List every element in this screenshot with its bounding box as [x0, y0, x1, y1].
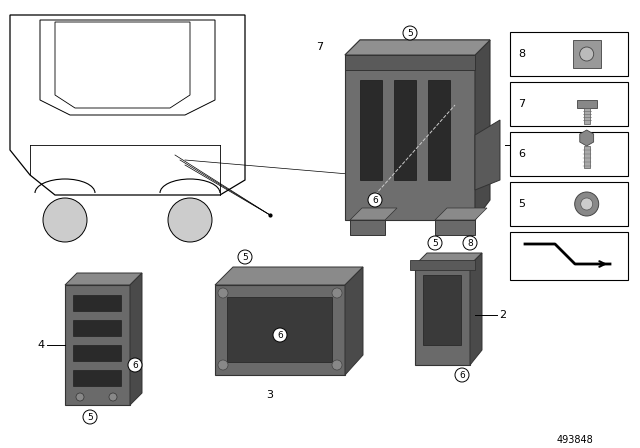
Circle shape: [83, 410, 97, 424]
Text: 5: 5: [518, 199, 525, 209]
Circle shape: [368, 193, 382, 207]
Wedge shape: [43, 198, 87, 242]
Polygon shape: [65, 273, 142, 285]
Polygon shape: [215, 267, 363, 285]
FancyBboxPatch shape: [510, 232, 628, 280]
Text: 6: 6: [372, 195, 378, 204]
Circle shape: [463, 236, 477, 250]
Wedge shape: [168, 198, 212, 242]
Polygon shape: [345, 40, 490, 55]
Polygon shape: [435, 220, 475, 235]
Polygon shape: [470, 253, 482, 365]
Circle shape: [76, 393, 84, 401]
Text: 8: 8: [518, 49, 525, 59]
Circle shape: [580, 198, 593, 210]
Circle shape: [218, 288, 228, 298]
Circle shape: [455, 368, 469, 382]
Text: 2: 2: [499, 310, 506, 320]
Polygon shape: [415, 253, 482, 265]
Circle shape: [428, 236, 442, 250]
Circle shape: [332, 288, 342, 298]
Polygon shape: [350, 208, 397, 220]
Polygon shape: [580, 130, 594, 146]
Polygon shape: [55, 22, 190, 108]
Polygon shape: [10, 15, 245, 195]
Circle shape: [218, 360, 228, 370]
FancyBboxPatch shape: [584, 146, 589, 168]
Polygon shape: [65, 285, 130, 405]
Polygon shape: [215, 285, 345, 375]
Polygon shape: [130, 273, 142, 405]
FancyBboxPatch shape: [73, 370, 121, 386]
FancyBboxPatch shape: [423, 275, 461, 345]
Text: 493848: 493848: [557, 435, 593, 445]
FancyBboxPatch shape: [510, 32, 628, 76]
FancyBboxPatch shape: [510, 182, 628, 226]
FancyBboxPatch shape: [360, 80, 382, 180]
Text: 3: 3: [266, 390, 273, 400]
FancyBboxPatch shape: [73, 295, 121, 311]
Text: 6: 6: [277, 331, 283, 340]
Text: 8: 8: [467, 238, 473, 247]
Circle shape: [238, 250, 252, 264]
Polygon shape: [345, 40, 490, 55]
FancyBboxPatch shape: [73, 345, 121, 361]
Text: 5: 5: [87, 413, 93, 422]
Circle shape: [580, 47, 594, 61]
FancyBboxPatch shape: [428, 80, 450, 180]
Circle shape: [575, 192, 598, 216]
FancyBboxPatch shape: [510, 132, 628, 176]
Polygon shape: [475, 40, 490, 220]
Polygon shape: [475, 120, 500, 190]
FancyBboxPatch shape: [510, 82, 628, 126]
Polygon shape: [345, 55, 475, 70]
Circle shape: [273, 328, 287, 342]
Polygon shape: [345, 267, 363, 375]
Text: 5: 5: [432, 238, 438, 247]
Text: 7: 7: [518, 99, 525, 109]
Polygon shape: [40, 20, 215, 115]
Text: 6: 6: [459, 370, 465, 379]
Text: 1: 1: [532, 140, 539, 150]
Text: 5: 5: [242, 253, 248, 262]
Polygon shape: [350, 220, 385, 235]
Circle shape: [332, 360, 342, 370]
Polygon shape: [435, 208, 487, 220]
Circle shape: [128, 358, 142, 372]
Circle shape: [109, 393, 117, 401]
FancyBboxPatch shape: [227, 297, 332, 362]
Text: 5: 5: [407, 29, 413, 38]
Text: 6: 6: [518, 149, 525, 159]
Polygon shape: [345, 55, 475, 220]
FancyBboxPatch shape: [573, 40, 601, 68]
FancyBboxPatch shape: [394, 80, 416, 180]
Text: 6: 6: [132, 361, 138, 370]
FancyBboxPatch shape: [577, 100, 596, 108]
Polygon shape: [415, 265, 470, 365]
Text: 7: 7: [316, 42, 323, 52]
Circle shape: [403, 26, 417, 40]
FancyBboxPatch shape: [584, 108, 589, 124]
Polygon shape: [410, 260, 475, 270]
Text: 4: 4: [38, 340, 45, 350]
FancyBboxPatch shape: [73, 320, 121, 336]
